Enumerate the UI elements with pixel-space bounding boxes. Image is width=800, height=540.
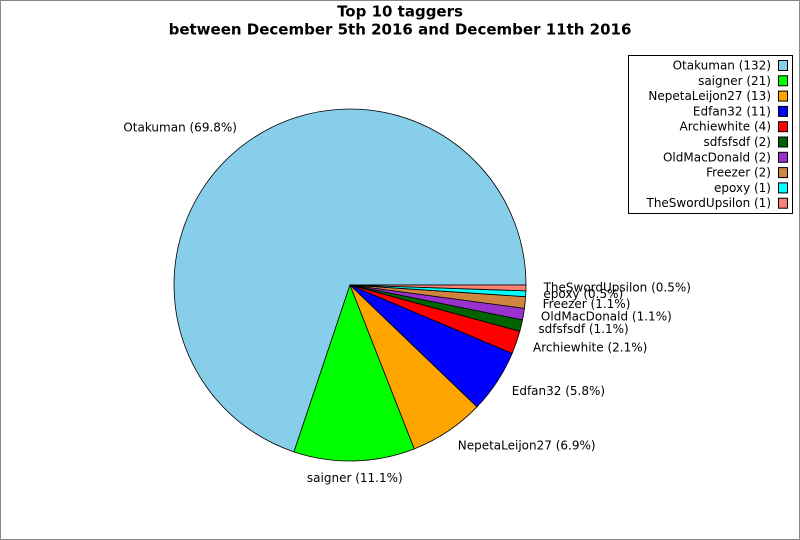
legend-swatch (778, 60, 788, 71)
slice-label: OldMacDonald (1.1%) (541, 310, 672, 324)
legend-swatch (778, 121, 788, 133)
legend-label: Freezer (2) (706, 166, 771, 180)
legend-box (628, 55, 793, 214)
legend-swatch (778, 90, 788, 102)
slice-label: saigner (11.1%) (307, 471, 403, 485)
legend-label: epoxy (1) (714, 181, 771, 195)
slice-label: Otakuman (69.8%) (123, 120, 237, 134)
legend-label: OldMacDonald (2) (663, 150, 771, 164)
chart-subtitle: between December 5th 2016 and December 1… (169, 21, 632, 39)
slice-label: NepetaLeijon27 (6.9%) (458, 438, 596, 452)
legend-label: NepetaLeijon27 (13) (648, 89, 771, 103)
legend-label: Otakuman (132) (673, 59, 771, 73)
legend-swatch (778, 136, 788, 148)
legend-label: saigner (21) (698, 74, 771, 88)
slice-label: TheSwordUpsilon (0.5%) (543, 281, 691, 295)
slice-label: Archiewhite (2.1%) (533, 341, 647, 355)
legend-swatch (778, 167, 788, 179)
slice-label: epoxy (0.5%) (543, 287, 623, 301)
slice-label: sdfsfsdf (1.1%) (538, 322, 628, 336)
legend-label: Edfan32 (11) (693, 104, 771, 118)
legend-swatch (778, 197, 788, 209)
slice-label: Freezer (1.1%) (543, 297, 631, 311)
pie-slice (293, 283, 415, 462)
legend-swatch (778, 182, 788, 194)
legend-label: Archiewhite (4) (680, 120, 771, 134)
pie-slice (349, 284, 527, 292)
pie-slice (173, 108, 527, 453)
slice-label: Edfan32 (5.8%) (512, 384, 605, 398)
chart-title: Top 10 taggers (337, 3, 463, 21)
legend-swatch (778, 75, 788, 87)
legend-label: TheSwordUpsilon (1) (645, 196, 771, 210)
legend-swatch (778, 151, 788, 163)
legend-label: sdfsfsdf (2) (704, 135, 771, 149)
legend-swatch (778, 105, 788, 117)
